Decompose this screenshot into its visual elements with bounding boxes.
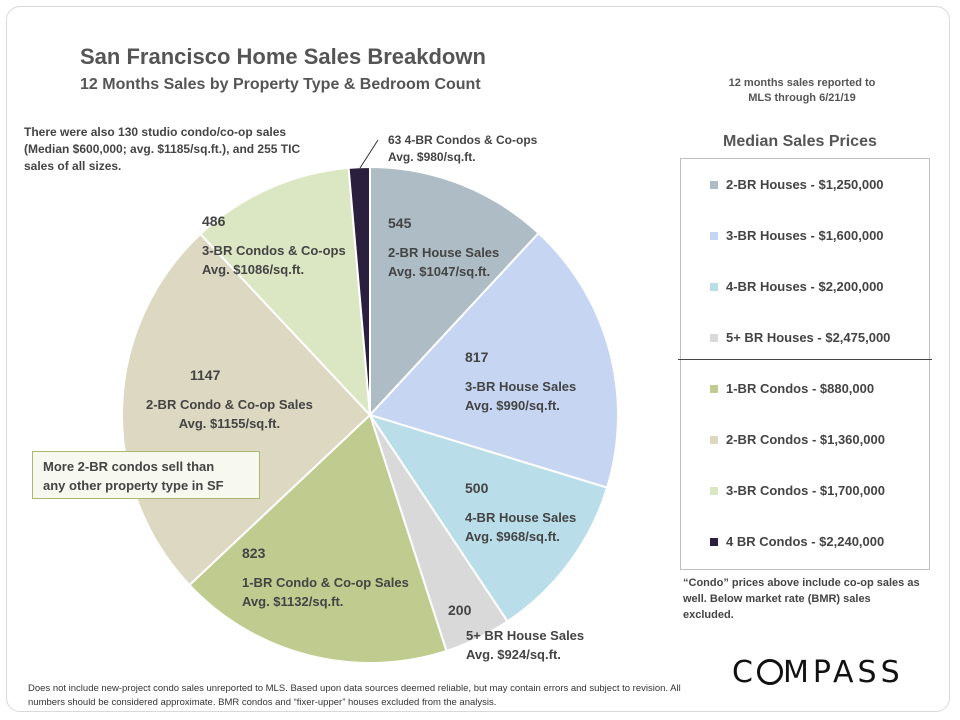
legend-label: 2-BR Condos - $1,360,000	[726, 432, 885, 447]
legend-swatch	[710, 282, 718, 291]
slice-label-2br-condo: 1147 2-BR Condo & Co-op Sales Avg. $1155/s…	[146, 366, 313, 433]
legend-label: 1-BR Condos - $880,000	[726, 381, 875, 396]
slice-value: 1147	[190, 367, 221, 383]
legend-swatch	[710, 435, 718, 444]
pie-slice-4br-condo	[347, 165, 371, 416]
legend-swatch	[710, 180, 718, 189]
compass-logo: C MPASS	[732, 655, 904, 690]
legend-item: 2-BR Condos - $1,360,000	[710, 432, 885, 447]
slice-label-3br-condo: 486 3-BR Condos & Co-ops Avg. $1086/sq.ft.	[202, 212, 346, 279]
legend-box	[680, 158, 930, 570]
slice-label-2br-house: 545 2-BR House Sales Avg. $1047/sq.ft.	[388, 214, 499, 281]
slice-value: 817	[465, 349, 489, 365]
slice-category: 4-BR House Sales	[465, 510, 577, 525]
slice-avg-price: Avg. $1047/sq.ft.	[388, 264, 491, 279]
slice-category: 3-BR House Sales	[465, 379, 577, 394]
legend-label: 4 BR Condos - $2,240,000	[726, 534, 885, 549]
pie-slice-1br-condo	[188, 413, 448, 664]
legend-item: 2-BR Houses - $1,250,000	[710, 177, 884, 192]
slice-category: 5+ BR House Sales	[466, 628, 585, 643]
slice-label-5br-house: 200 5+ BR House Sales Avg. $924/sq.ft.	[448, 601, 584, 664]
slice-avg-price: Avg. $1155/sq.ft.	[178, 416, 281, 431]
footer-disclaimer: Does not include new-project condo sales…	[28, 683, 681, 708]
slice-category: 3-BR Condos & Co-ops	[202, 243, 346, 258]
legend-item: 1-BR Condos - $880,000	[710, 381, 874, 396]
legend-label: 3-BR Condos - $1,700,000	[726, 483, 885, 498]
legend-label: 2-BR Houses - $1,250,000	[726, 177, 884, 192]
legend-label: 4-BR Houses - $2,200,000	[726, 279, 884, 294]
reported-note: 12 months sales reported to MLS through …	[728, 77, 876, 104]
pie-slice-3br-house	[368, 231, 619, 489]
slice-label-3br-house: 817 3-BR House Sales Avg. $990/sq.ft.	[465, 348, 576, 415]
slice-value: 823	[242, 545, 266, 561]
chart-frame	[6, 6, 950, 712]
slice-label-4br-house: 500 4-BR House Sales Avg. $968/sq.ft.	[465, 479, 576, 546]
chart-title: San Francisco Home Sales Breakdown	[80, 44, 486, 69]
legend-swatch	[710, 231, 718, 240]
slice-avg-price: Avg. $968/sq.ft.	[465, 529, 560, 544]
slice-avg-price: Avg. $1132/sq.ft.	[242, 594, 344, 609]
slice-category: 2-BR House Sales	[388, 245, 500, 260]
pie-slice-2br-house	[369, 165, 541, 418]
slice-avg-price: Avg. $924/sq.ft.	[466, 647, 561, 662]
legend-item: 3-BR Condos - $1,700,000	[710, 483, 885, 498]
legend-swatch	[710, 333, 718, 342]
condo-4br-leader-line	[359, 139, 379, 169]
legend-item: 4 BR Condos - $2,240,000	[710, 534, 884, 549]
chart-subtitle: 12 Months Sales by Property Type & Bedro…	[80, 76, 481, 93]
legend-swatch	[710, 384, 718, 393]
slice-category: 1-BR Condo & Co-op Sales	[242, 575, 409, 590]
legend-note: “Condo” prices above include co-op sales…	[683, 577, 920, 621]
slice-value: 200	[448, 602, 472, 618]
pie-slice-3br-condo	[198, 166, 372, 418]
legend-label: 3-BR Houses - $1,600,000	[726, 228, 884, 243]
legend-label: 5+ BR Houses - $2,475,000	[726, 330, 891, 345]
legend-item: 3-BR Houses - $1,600,000	[710, 228, 884, 243]
callout-box: More 2-BR condos sell than any other pro…	[32, 451, 260, 499]
slice-label-1br-condo: 823 1-BR Condo & Co-op Sales Avg. $1132/sq…	[242, 544, 409, 611]
slice-avg-price: Avg. $1086/sq.ft.	[202, 262, 305, 277]
condo-4br-note: 63 4-BR Condos & Co-ops Avg. $980/sq.ft.	[388, 133, 538, 164]
pie-slice-4br-house	[367, 413, 609, 623]
legend-item: 4-BR Houses - $2,200,000	[710, 279, 884, 294]
slice-category: 2-BR Condo & Co-op Sales	[146, 397, 313, 412]
studio-note: There were also 130 studio condo/co-op s…	[24, 125, 301, 173]
legend-divider	[678, 359, 932, 360]
legend-swatch	[710, 486, 718, 495]
legend-title: Median Sales Prices	[723, 133, 877, 150]
legend-item: 5+ BR Houses - $2,475,000	[710, 330, 890, 345]
legend-swatch	[710, 537, 718, 546]
slice-value: 545	[388, 215, 412, 231]
slice-value: 486	[202, 213, 226, 229]
slice-avg-price: Avg. $990/sq.ft.	[465, 398, 560, 413]
slice-value: 500	[465, 480, 489, 496]
